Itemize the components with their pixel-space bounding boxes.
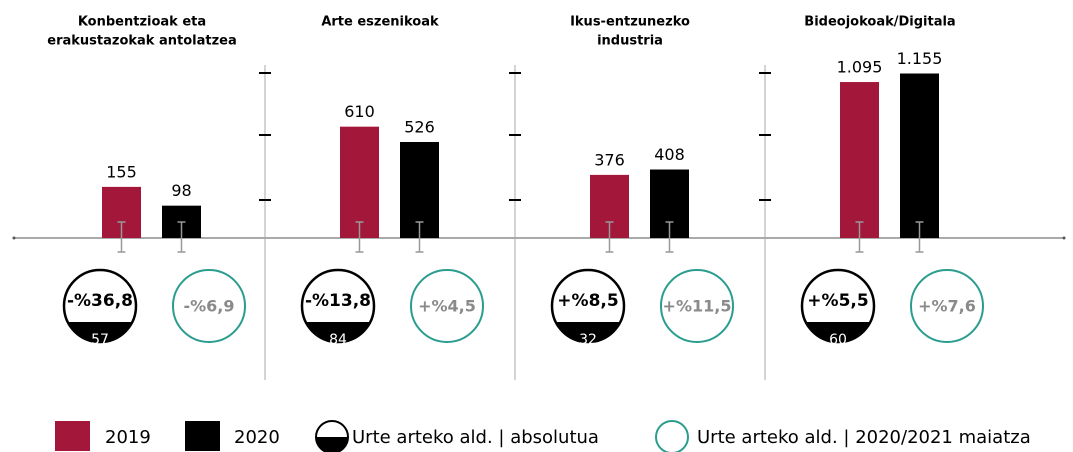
- change-2021-circle: [910, 269, 984, 343]
- change-circle-fill: [305, 322, 371, 342]
- legend: 2019 2020 Urte arteko ald. | absolutua U…: [55, 420, 1031, 452]
- value-label: 408: [654, 145, 685, 164]
- change-circle-fill: [67, 322, 133, 342]
- difference-label: 60: [829, 332, 847, 348]
- value-label: 98: [171, 181, 191, 200]
- legend-label: 2020: [234, 427, 280, 448]
- change-label: +%5,5: [807, 291, 868, 311]
- bar: [900, 73, 939, 238]
- change-2021-circle: [172, 269, 246, 343]
- legend-label: 2019: [105, 427, 151, 448]
- difference-label: 57: [91, 332, 109, 348]
- bar: [340, 126, 379, 238]
- change-2021-circle: [410, 269, 484, 343]
- bar: [840, 82, 879, 238]
- change-label: -%36,8: [67, 291, 133, 311]
- change-label: -%13,8: [305, 291, 371, 311]
- legend-swatch: [55, 421, 90, 451]
- panel-title: erakustazokak antolatzea: [47, 34, 236, 49]
- legend-icon: [655, 420, 689, 452]
- change-label: +%8,5: [557, 291, 618, 311]
- legend-swatch: [185, 421, 220, 451]
- value-label: 1.155: [897, 49, 943, 68]
- panel-title: Konbentzioak eta: [78, 15, 206, 30]
- change-circle-fill: [555, 322, 621, 342]
- value-label: 1.095: [837, 58, 883, 77]
- legend-icon: [316, 437, 348, 452]
- value-label: 526: [404, 117, 435, 136]
- value-label: 376: [594, 150, 625, 169]
- legend-label: Urte arteko ald. | absolutua: [352, 427, 599, 448]
- panel-title: Arte eszenikoak: [321, 15, 439, 30]
- value-label: 155: [106, 162, 137, 181]
- difference-label: 84: [329, 332, 347, 348]
- change-2021-label: -%6,9: [183, 297, 234, 316]
- panel-title: industria: [597, 34, 663, 49]
- baseline-end: [12, 236, 16, 240]
- panel-title: Bideojokoak/Digitala: [804, 15, 955, 30]
- baseline-end: [1062, 236, 1066, 240]
- change-2021-label: +%4,5: [418, 297, 476, 316]
- dividers: [259, 65, 771, 380]
- legend-label: Urte arteko ald. | 2020/2021 maiatza: [697, 427, 1031, 448]
- difference-label: 32: [579, 332, 597, 348]
- change-2021-circle: [660, 269, 734, 343]
- change-2021-label: +%11,5: [663, 297, 732, 316]
- change-2021-label: +%7,6: [918, 297, 976, 316]
- panel-title: Ikus-entzunezko: [570, 15, 690, 30]
- value-label: 610: [344, 102, 375, 121]
- change-circle-fill: [805, 322, 871, 342]
